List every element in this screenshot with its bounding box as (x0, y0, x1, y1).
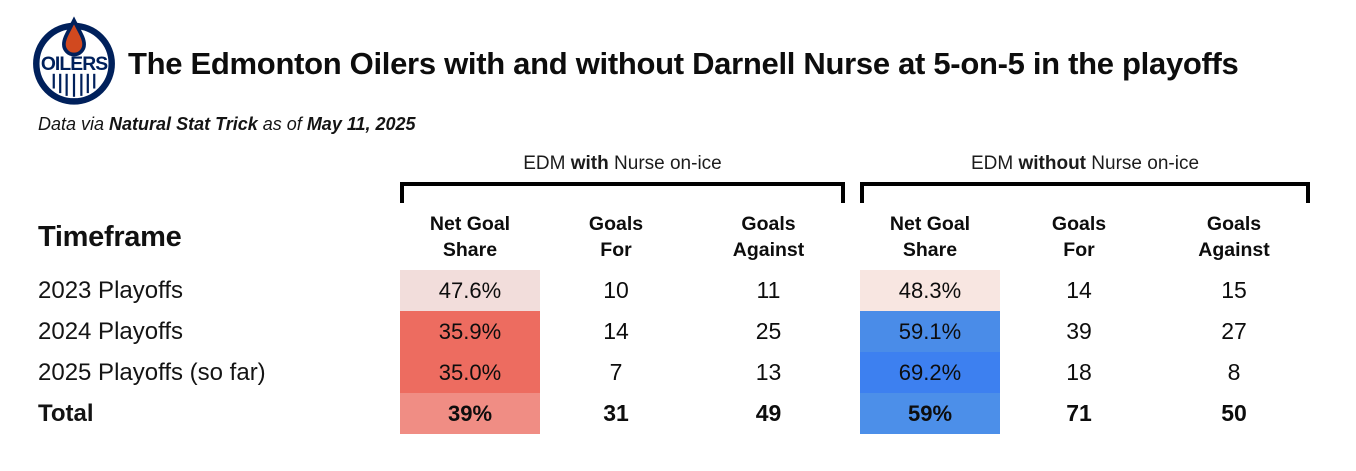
cell-goals-against-total: 49 (755, 400, 782, 426)
page-title: The Edmonton Oilers with and without Dar… (128, 45, 1239, 81)
cell-goals-for: 14 (1066, 277, 1092, 303)
column-header-net-goal-share-without: Net Goal Share (889, 212, 971, 261)
oilers-logo-text: OILERS (41, 54, 108, 75)
data-source-note: Data via Natural Stat Trick as of May 11… (38, 114, 416, 135)
cell-goals-against: 27 (1221, 318, 1247, 344)
row-label-2025-playoffs: 2025 Playoffs (so far) (38, 358, 266, 386)
bracket-without-nurse (860, 182, 1310, 203)
cell-goals-for-total: 71 (1066, 400, 1092, 426)
cell-goals-against-total: 50 (1221, 400, 1247, 426)
cell-goals-for: 18 (1066, 359, 1092, 385)
cell-goals-for: 39 (1066, 318, 1092, 344)
oilers-logo-stripes (52, 73, 96, 97)
cell-goals-against: 25 (755, 318, 782, 344)
subtitle-prefix: Data via (38, 114, 110, 134)
cell-goals-for: 10 (603, 277, 629, 303)
cell-goals-against: 8 (1227, 359, 1241, 385)
cell-goals-for: 14 (603, 318, 629, 344)
cell-goals-against: 13 (755, 359, 782, 385)
column-header-goals-for-with: Goals For (588, 212, 644, 261)
column-header-goals-against-without: Goals Against (1198, 212, 1270, 261)
subtitle-source: Natural Stat Trick (109, 114, 258, 134)
subtitle-middle: as of (257, 114, 307, 134)
cell-net-goal-share: 59.1% (860, 311, 1000, 352)
cell-net-goal-share-total: 39% (400, 393, 540, 434)
cell-net-goal-share: 47.6% (400, 270, 540, 311)
cell-net-goal-share: 69.2% (860, 352, 1000, 393)
group-header-without-nurse: EDM without Nurse on-ice (970, 153, 1200, 174)
row-label-2023-playoffs: 2023 Playoffs (38, 276, 183, 304)
cell-goals-against: 11 (756, 277, 781, 303)
oilers-logo-icon: OILERS (33, 16, 115, 105)
subtitle-date: May 11, 2025 (306, 114, 416, 134)
cell-goals-for-total: 31 (603, 400, 629, 426)
cell-goals-for: 7 (609, 359, 623, 385)
cell-net-goal-share: 35.0% (400, 352, 540, 393)
group-header-with-nurse: EDM with Nurse on-ice (523, 153, 722, 174)
row-label-2024-playoffs: 2024 Playoffs (38, 317, 183, 345)
cell-net-goal-share-total: 59% (860, 393, 1000, 434)
row-label-total: Total (38, 399, 94, 427)
bracket-with-nurse (400, 182, 845, 203)
column-header-timeframe: Timeframe (38, 220, 182, 253)
column-header-goals-against-with: Goals Against (732, 212, 805, 261)
stats-table: EDM with Nurse on-ice EDM without Nurse … (38, 150, 1310, 434)
column-header-goals-for-without: Goals For (1051, 212, 1107, 261)
cell-net-goal-share: 48.3% (860, 270, 1000, 311)
cell-net-goal-share: 35.9% (400, 311, 540, 352)
column-header-net-goal-share-with: Net Goal Share (429, 212, 511, 261)
cell-goals-against: 15 (1221, 277, 1247, 303)
